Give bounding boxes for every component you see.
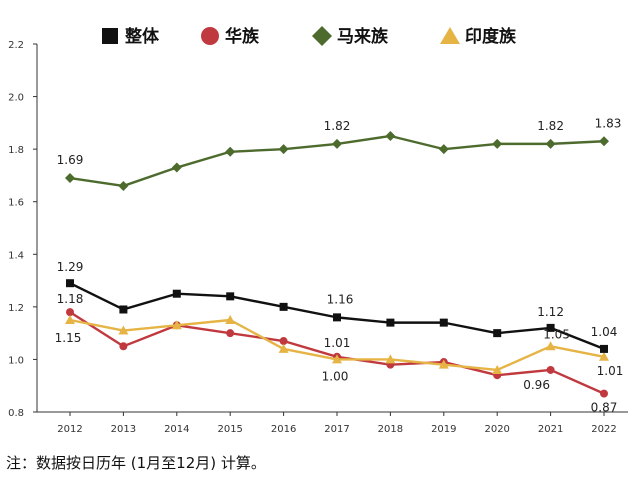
legend: 整体 华族 马来族 印度族 (102, 26, 517, 47)
data-point (493, 329, 502, 338)
series-1 (66, 279, 608, 353)
data-label: 1.83 (595, 116, 622, 130)
data-point (66, 279, 74, 288)
data-label: 1.29 (57, 260, 84, 274)
data-point (600, 389, 608, 398)
legend-square-icon (102, 28, 118, 44)
y-tick-label: 1.8 (8, 145, 24, 156)
axes: 0.8 1.0 1.2 1.4 1.6 1.8 2.0 2.2 2012 2013 2014 2015… (8, 40, 628, 435)
y-tick-label: 2.2 (8, 40, 24, 51)
data-point (118, 325, 129, 335)
y-tick-label: 1.4 (8, 250, 24, 261)
x-tick-label: 2019 (431, 424, 456, 435)
footnote: 注：数据按日历年 (1月至12月) 计算。 (6, 454, 266, 472)
series-3 (65, 131, 609, 191)
data-label: 1.01 (597, 364, 624, 378)
data-point (279, 337, 288, 346)
data-point (278, 144, 289, 155)
x-tick-label: 2012 (57, 424, 82, 435)
data-point (172, 289, 181, 298)
data-point (385, 131, 396, 141)
data-point (118, 180, 129, 191)
x-tick-label: 2016 (271, 424, 296, 435)
data-label: 1.82 (537, 119, 564, 133)
data-point (119, 342, 128, 351)
data-label: 1.12 (537, 305, 564, 319)
data-label: 1.16 (327, 292, 354, 306)
x-tick-label: 2017 (324, 424, 349, 435)
legend-label: 华族 (225, 26, 260, 47)
x-tick-label: 2015 (217, 424, 242, 435)
data-point (278, 343, 289, 353)
data-point (119, 305, 128, 314)
legend-label: 马来族 (337, 26, 389, 47)
legend-item: 华族 (201, 26, 260, 47)
legend-circle-icon (201, 27, 219, 45)
data-point (546, 365, 555, 374)
data-label: 1.01 (324, 336, 351, 350)
x-tick-label: 2020 (484, 424, 509, 435)
data-point (226, 292, 235, 301)
data-point (279, 302, 288, 311)
legend-item: 整体 (102, 26, 160, 47)
data-point (545, 138, 556, 149)
legend-item: 马来族 (312, 26, 389, 47)
data-label: 1.00 (322, 369, 349, 383)
data-point (225, 146, 236, 157)
data-label: 0.96 (523, 378, 550, 392)
data-point (332, 138, 342, 149)
data-point (546, 323, 555, 332)
data-label: 1.15 (55, 331, 82, 345)
data-label: 1.82 (324, 119, 351, 133)
data-point (600, 344, 608, 353)
data-point (333, 313, 341, 322)
data-label: 0.87 (591, 401, 618, 415)
y-tick-label: 1.2 (8, 303, 24, 314)
data-point (438, 359, 449, 369)
series-4 (65, 315, 609, 374)
data-label: 1.18 (57, 292, 84, 306)
data-point (171, 162, 182, 173)
legend-item: 印度族 (440, 26, 517, 47)
y-tick-label: 0.8 (8, 408, 24, 419)
x-tick-label: 2018 (378, 424, 403, 435)
data-label: 1.05 (543, 327, 570, 341)
x-tick-label: 2013 (111, 424, 136, 435)
data-point (545, 341, 556, 351)
data-point (599, 351, 609, 361)
legend-diamond-icon (312, 26, 332, 46)
data-point (492, 364, 503, 374)
data-label: 1.04 (591, 325, 618, 339)
x-tick-label: 2021 (538, 424, 563, 435)
y-tick-label: 2.0 (8, 93, 24, 104)
data-point (65, 173, 75, 184)
data-labels: 1.69 1.82 1.82 1.83 1.29 1.18 1.15 1.16 1.01 1.00… (55, 116, 624, 414)
data-point (225, 315, 236, 324)
data-point (386, 318, 395, 327)
data-point (65, 315, 75, 324)
legend-label: 整体 (125, 26, 160, 47)
y-tick-label: 1.0 (8, 355, 24, 366)
data-point (599, 136, 609, 147)
data-point (438, 144, 449, 155)
y-tick-label: 1.6 (8, 198, 24, 209)
x-tick-label: 2014 (164, 424, 189, 435)
data-point (332, 354, 342, 364)
data-point (66, 308, 74, 317)
data-point (385, 354, 396, 364)
x-tick-label: 2022 (591, 424, 616, 435)
data-point (226, 329, 235, 338)
data-point (439, 318, 448, 327)
legend-triangle-icon (440, 27, 460, 44)
legend-label: 印度族 (465, 26, 517, 47)
data-point (171, 320, 182, 330)
series-layer (65, 131, 609, 398)
data-point (492, 138, 503, 149)
data-label: 1.69 (57, 153, 84, 167)
